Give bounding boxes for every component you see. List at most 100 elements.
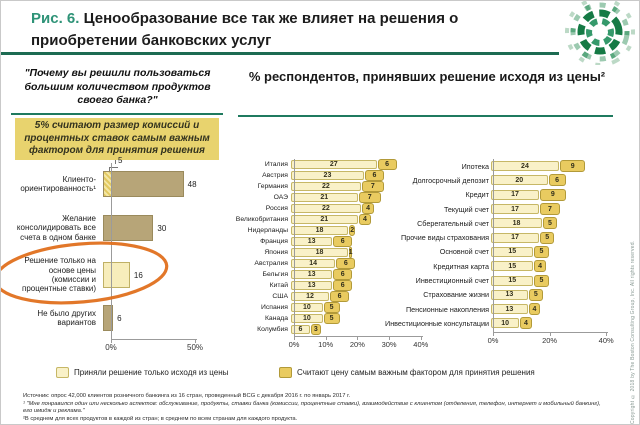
category-label: Китай [269, 282, 288, 289]
bar-segment-light: 12 [291, 292, 330, 301]
axis-tick [325, 336, 327, 340]
bar-value: 48 [187, 179, 197, 189]
chart-row: Основной счет 15 5 [358, 245, 620, 259]
bar-value: 16 [133, 270, 143, 280]
chart-x-axis [493, 331, 609, 333]
callout-box: 5% считают размер комиссий и процентных … [15, 118, 219, 160]
bar-value: 30 [157, 223, 167, 233]
axis-tick [493, 331, 494, 336]
chart-row: Япония 18 1 [231, 247, 433, 258]
chart-row: Франция 13 6 [231, 236, 433, 247]
bar-wrap: 18 2 [291, 225, 356, 236]
chart-row: Ипотека 24 9 [358, 159, 620, 173]
bar-segment-light: 17 [491, 232, 540, 243]
bar [103, 305, 114, 331]
bar-segment-gold: 5 [534, 274, 549, 287]
legend-item-gold: Считают цену самым важным фактором для п… [279, 367, 535, 378]
bar-segment-gold: 6 [336, 258, 356, 269]
left-panel-divider [11, 113, 223, 115]
category-label: Бельгия [262, 271, 288, 278]
chart-x-axis [294, 336, 423, 337]
chart-row: Прочие виды страхования 17 5 [358, 230, 620, 244]
bar-segment-light: 24 [491, 161, 559, 172]
legend-label: Считают цену самым важным фактором для п… [297, 368, 535, 377]
chart-row: Текущий счет 17 7 [358, 202, 620, 216]
bar-wrap: 13 6 [291, 280, 353, 291]
bar-segment-light: 10 [291, 303, 323, 312]
bar-wrap: 23 6 [291, 170, 384, 181]
bar-segment-light: 15 [491, 275, 534, 286]
category-label: Япония [264, 249, 288, 256]
category-label: Нидерланды [247, 227, 288, 234]
axis-tick [111, 339, 112, 343]
bar-wrap: 10 4 [491, 317, 532, 330]
bar-wrap: 27 6 [291, 159, 397, 170]
chart-row: ОАЭ 21 7 [231, 192, 433, 203]
category-label: Инвестиционные консультации [385, 318, 489, 328]
right-panel-divider [238, 115, 613, 117]
axis-tick-label: 30% [381, 340, 397, 349]
bar-segment-light: 21 [291, 193, 358, 202]
bar-segment-gold: 9 [540, 188, 566, 201]
bar-segment-light: 13 [291, 281, 333, 290]
bar-wrap: 13 6 [291, 269, 353, 280]
axis-tick [606, 331, 608, 336]
figure-number: Рис. 6. [31, 10, 80, 27]
category-label: Ипотека [461, 161, 489, 171]
chart-row: Австрия 23 6 [231, 170, 433, 181]
bar-wrap: 21 7 [291, 192, 381, 203]
bar-segment-light: 17 [491, 204, 540, 215]
bar-wrap: 20 6 [491, 174, 566, 187]
bar-segment-light: 10 [291, 314, 323, 323]
chart-row: Пенсионные накопления 13 4 [358, 302, 620, 316]
bar-segment-gold: 5 [323, 302, 340, 313]
bar-wrap: 24 9 [491, 160, 586, 173]
chart-row: Решение только на основе цены (комиссии … [9, 251, 225, 299]
bar-segment-light: 27 [291, 160, 377, 169]
copyright-notice: Copyright © 2018 by The Boston Consultin… [630, 240, 636, 424]
axis-tick-label: 0% [105, 343, 117, 352]
reasons-bar-chart: Клиенто-ориентированность¹ 48 Желание конс… [9, 163, 225, 352]
bar-segment-light: 13 [491, 289, 528, 300]
footnote-1: ¹ "Мне понравился один или несколько асп… [23, 400, 601, 415]
chart-row: Италия 27 6 [231, 159, 433, 170]
chart-row: Нидерланды 18 2 [231, 225, 433, 236]
chart-row: Сберегательный счет 18 5 [358, 216, 620, 230]
bar-wrap: 48 [103, 171, 197, 197]
category-label: Текущий счет [443, 204, 489, 214]
axis-tick-label: 40% [598, 335, 614, 345]
bar-wrap: 15 4 [491, 260, 546, 273]
chart-row: Австралия 14 6 [231, 258, 433, 269]
chart-row: Страхование жизни 13 5 [358, 288, 620, 302]
bar-wrap: 12 6 [291, 291, 350, 302]
bar-wrap: 13 4 [491, 303, 541, 316]
title-divider [1, 52, 559, 55]
category-label: ОАЭ [273, 194, 288, 201]
bar-value: 6 [117, 313, 122, 323]
legend-swatch-gold [279, 367, 292, 378]
bcg-logo-icon [565, 1, 635, 65]
bar-wrap: 10 5 [291, 302, 340, 313]
bar-segment-gold: 5 [528, 288, 543, 301]
legend-label: Приняли решение только исходя из цены [74, 368, 229, 377]
category-label: Австрия [262, 172, 288, 179]
bar-segment-gold: 7 [361, 181, 384, 192]
bar-segment-light: 17 [491, 189, 540, 200]
bar-segment-gold: 5 [542, 217, 558, 230]
category-label: Кредитная карта [433, 261, 489, 271]
chart-row: Не было других вариантов 6 [9, 299, 225, 337]
category-label: Германия [257, 183, 288, 190]
category-label: Долгосрочный депозит [412, 175, 489, 185]
bar-segment-light: 18 [291, 248, 349, 257]
axis-tick-label: 10% [318, 340, 334, 349]
bar-segment-gold: 7 [540, 203, 560, 216]
axis-tick [195, 339, 196, 343]
footnotes: Источник: опрос 42,000 клиентов рознично… [23, 393, 603, 423]
bar-segment-light: 6 [291, 325, 311, 334]
axis-tick-label: 50% [186, 343, 204, 352]
bar-wrap: 17 9 [491, 188, 566, 201]
chart-row: Канада 10 5 [231, 313, 433, 324]
chart-baseline [111, 163, 112, 339]
chart-row: Китай 13 6 [231, 280, 433, 291]
